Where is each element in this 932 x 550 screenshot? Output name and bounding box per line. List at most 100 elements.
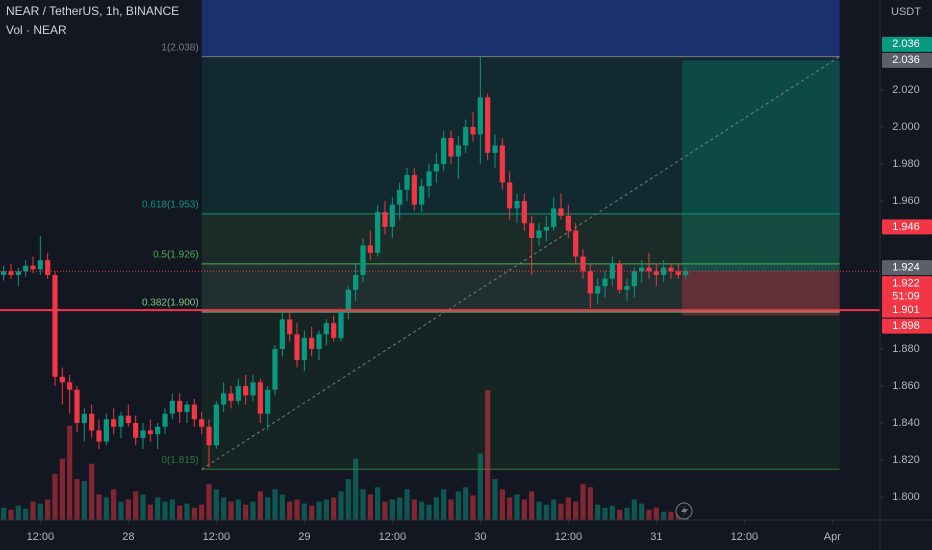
volume-bar xyxy=(133,491,139,520)
candle-body xyxy=(595,286,601,294)
fib-label: 0(1.815) xyxy=(161,455,198,466)
volume-bar xyxy=(301,503,307,520)
candle-body xyxy=(59,376,65,383)
y-tick-label: 1.820 xyxy=(892,454,920,466)
volume-bar xyxy=(536,501,542,520)
volume-bar xyxy=(558,503,564,520)
price-tag-label: 1.924 xyxy=(892,261,920,273)
volume-bar xyxy=(162,501,168,520)
candle-body xyxy=(133,423,139,438)
candle-body xyxy=(331,323,337,338)
candle-body xyxy=(411,175,417,205)
candle-body xyxy=(404,175,410,190)
candle-body xyxy=(309,337,315,350)
candle-body xyxy=(52,274,58,377)
candle-body xyxy=(419,186,425,205)
price-tag-label: 2.036 xyxy=(892,38,920,50)
candle-body xyxy=(653,271,659,275)
candle-body xyxy=(499,145,505,183)
y-tick-label: 1.860 xyxy=(892,380,920,392)
candle-body xyxy=(147,430,153,435)
candle-body xyxy=(89,413,95,431)
candle-body xyxy=(382,212,388,227)
candle-body xyxy=(345,289,351,312)
volume-bar xyxy=(118,501,124,520)
candle-body xyxy=(565,215,571,231)
volume-bar xyxy=(169,499,175,520)
candle-body xyxy=(45,260,51,275)
candle-body xyxy=(118,415,124,427)
volume-bar xyxy=(316,501,322,520)
fib-zone xyxy=(201,213,840,264)
position-stop xyxy=(682,271,840,316)
volume-bar xyxy=(243,504,249,520)
price-tag-label: 1.922 xyxy=(892,277,920,289)
volume-bar xyxy=(419,501,425,520)
volume-bar xyxy=(441,489,447,520)
candle-body xyxy=(67,382,73,390)
volume-bar xyxy=(59,458,65,520)
volume-bar xyxy=(587,487,593,520)
volume-bar xyxy=(147,504,153,520)
price-tag-label: 1.898 xyxy=(892,320,920,332)
volume-bar xyxy=(279,494,285,520)
volume-bar xyxy=(609,505,615,520)
volume-bar xyxy=(140,494,146,520)
x-tick-label: 30 xyxy=(474,531,486,543)
candle-body xyxy=(140,430,146,438)
y-tick-label: 2.020 xyxy=(892,84,920,96)
volume-bar xyxy=(81,481,87,520)
candle-body xyxy=(507,182,513,209)
volume-bar xyxy=(529,491,535,520)
volume-bar xyxy=(580,484,586,520)
volume-bar xyxy=(463,487,469,520)
candle-body xyxy=(360,245,366,275)
candle-body xyxy=(228,393,234,401)
candle-body xyxy=(455,145,461,157)
volume-bar xyxy=(397,497,403,520)
x-tick-label: 28 xyxy=(122,531,134,543)
price-tag xyxy=(882,36,932,52)
volume-bar xyxy=(213,489,219,520)
volume-bar xyxy=(37,503,43,520)
candle-body xyxy=(353,274,359,290)
volume-bar xyxy=(250,501,256,520)
fib-label: 0.5(1.926) xyxy=(153,250,199,261)
volume-bar xyxy=(323,499,329,520)
candle-body xyxy=(536,230,542,238)
volume-bar xyxy=(631,499,637,520)
volume-bar xyxy=(265,497,271,520)
x-tick-label: 12:00 xyxy=(203,531,231,543)
candle-body xyxy=(103,419,109,442)
candle-body xyxy=(646,267,652,272)
candle-body xyxy=(631,271,637,287)
fib-zone xyxy=(201,312,840,470)
price-tag xyxy=(882,52,932,68)
volume-bar xyxy=(382,501,388,520)
candle-body xyxy=(316,334,322,350)
candle-body xyxy=(8,271,14,275)
x-tick-label: 12:00 xyxy=(731,531,759,543)
volume-bar xyxy=(448,499,454,520)
volume-bar xyxy=(155,497,161,520)
candle-body xyxy=(1,271,7,275)
candle-body xyxy=(543,226,549,231)
candle-body xyxy=(243,386,249,396)
candle-body xyxy=(580,256,586,272)
position-target xyxy=(682,60,840,272)
candle-body xyxy=(250,382,256,396)
volume-bar xyxy=(309,505,315,520)
candle-body xyxy=(683,271,689,275)
candle-body xyxy=(199,419,205,427)
candle-body xyxy=(529,223,535,238)
price-tag-label: 1.946 xyxy=(892,221,920,233)
candle-body xyxy=(602,278,608,287)
volume-bar xyxy=(492,479,498,520)
candle-body xyxy=(441,138,447,164)
candle-body xyxy=(37,260,43,270)
volume-bar xyxy=(602,507,608,520)
volume-bar xyxy=(331,497,337,520)
volume-bar xyxy=(367,494,373,520)
candle-body xyxy=(81,413,87,424)
